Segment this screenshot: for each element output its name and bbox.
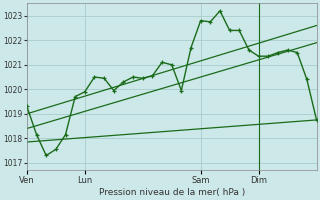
- X-axis label: Pression niveau de la mer( hPa ): Pression niveau de la mer( hPa ): [99, 188, 245, 197]
